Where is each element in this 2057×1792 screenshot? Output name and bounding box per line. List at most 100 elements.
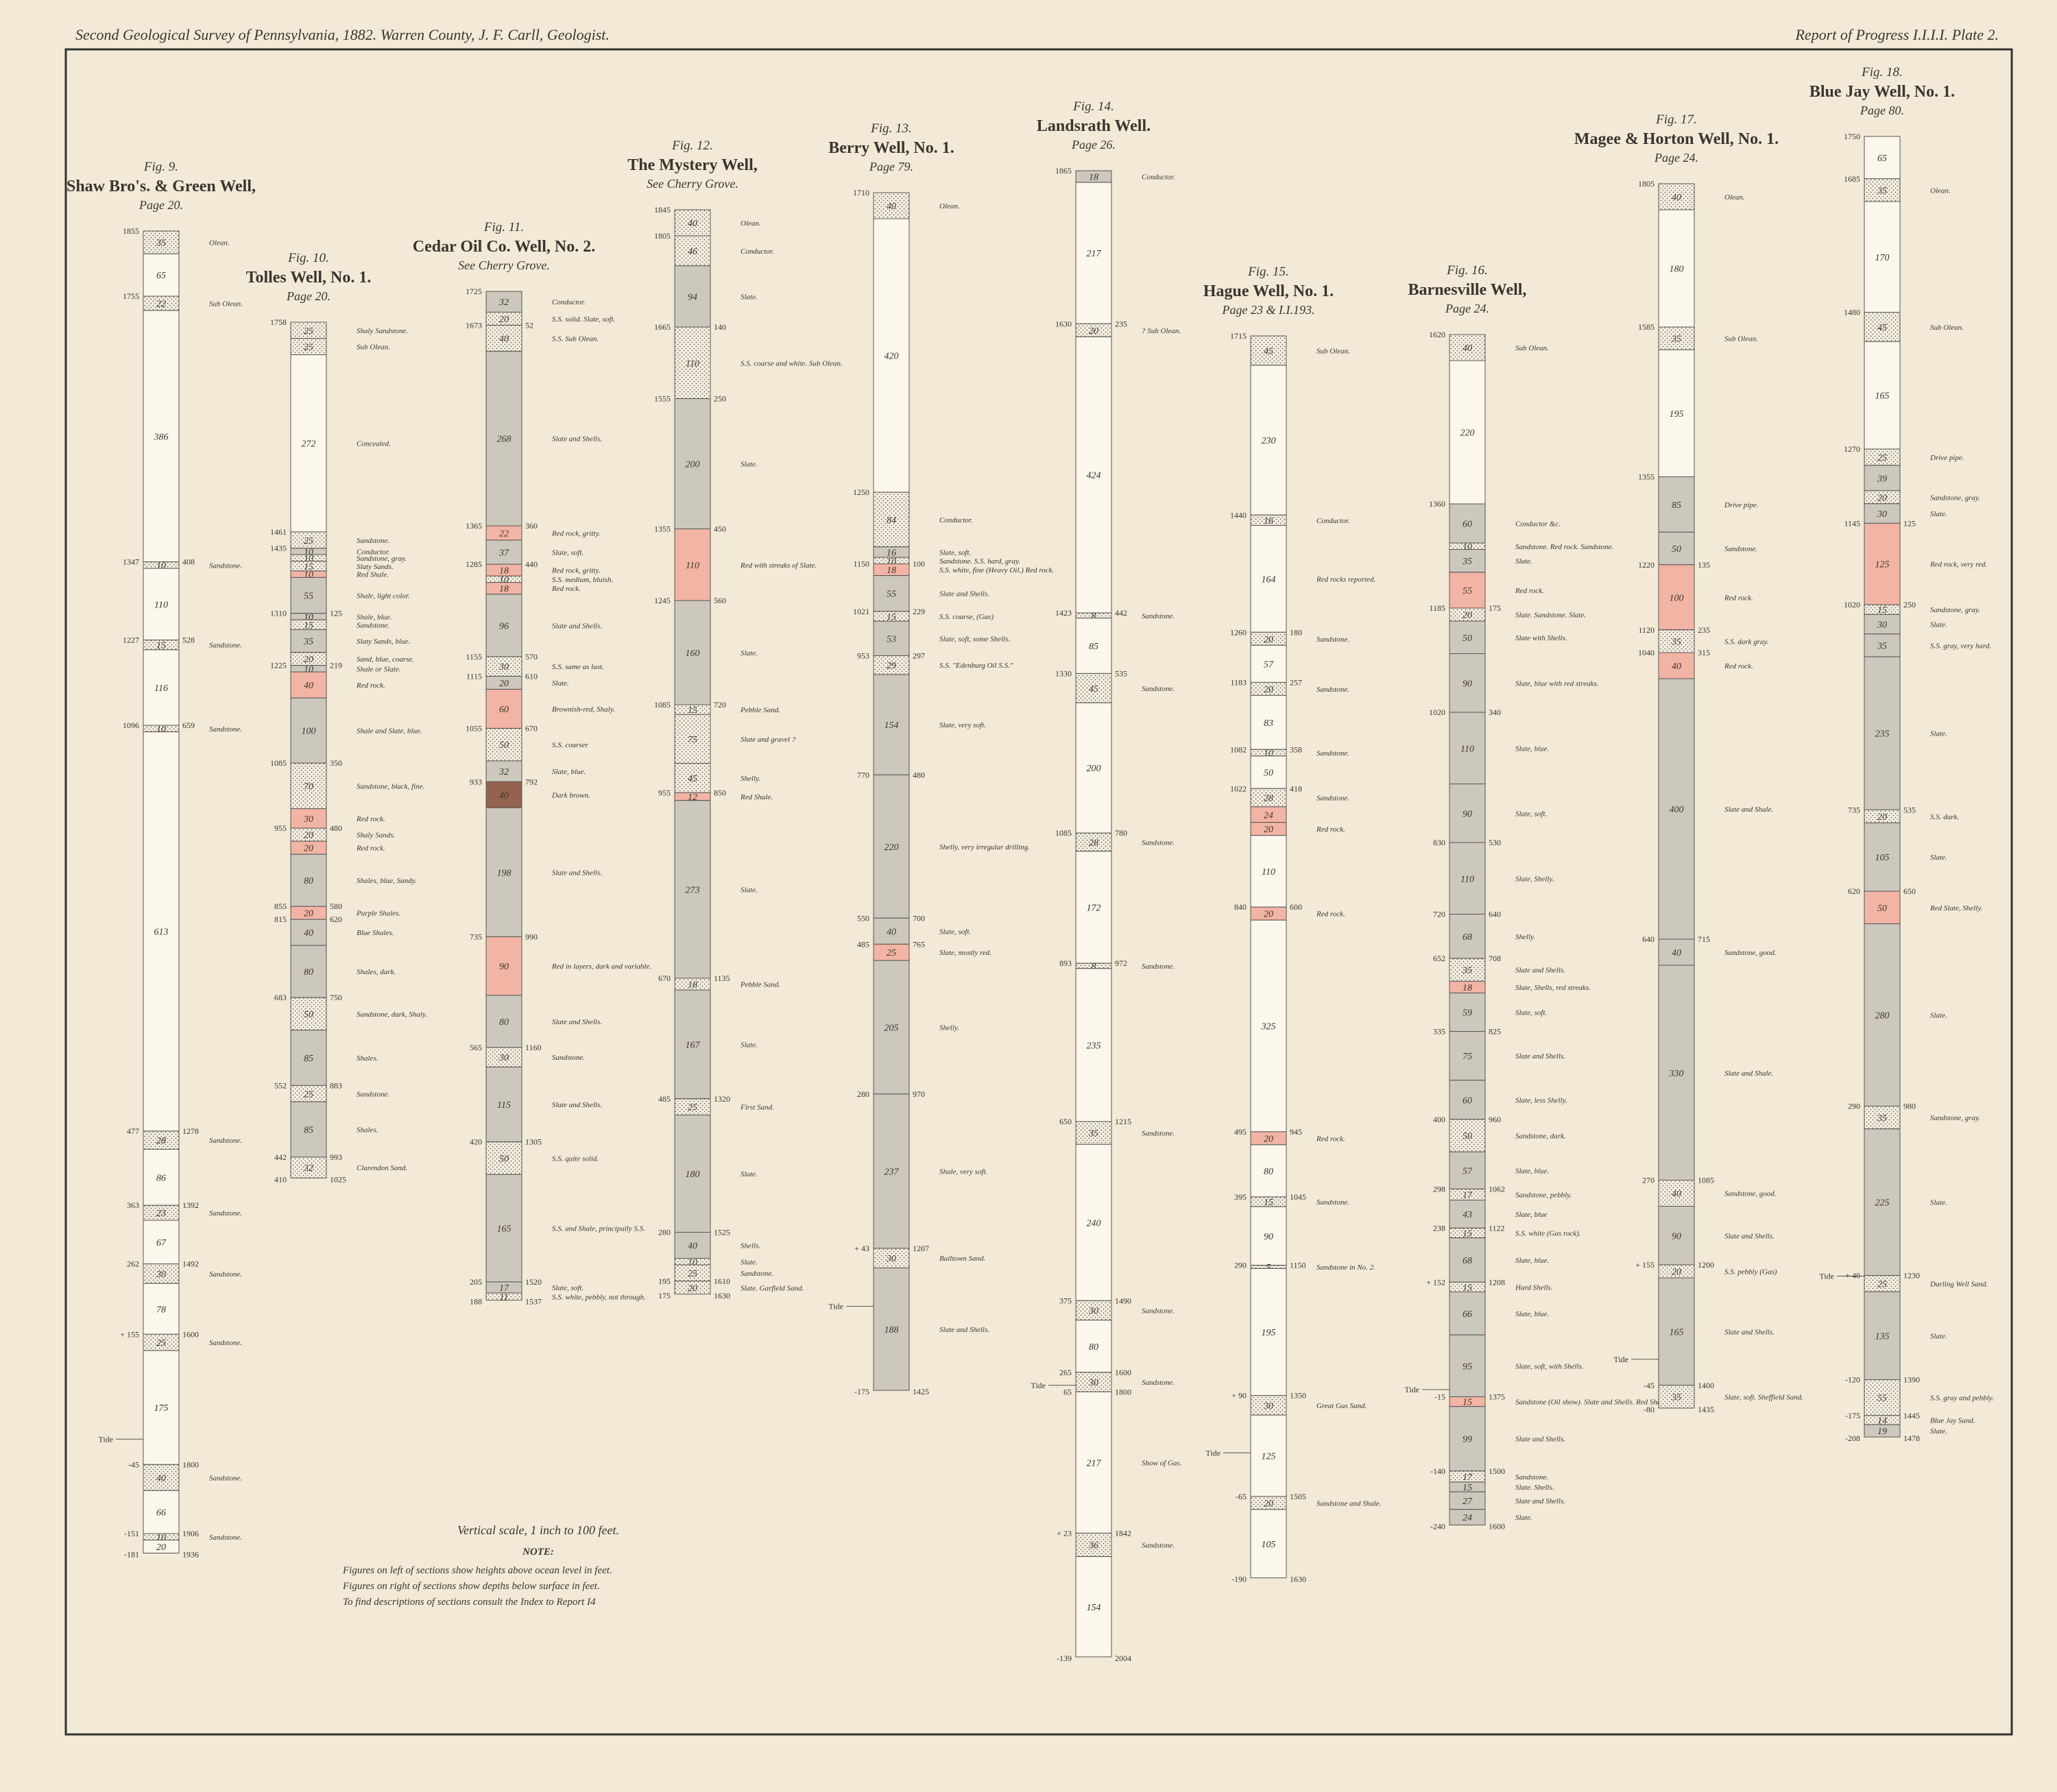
thickness: 30: [1088, 1307, 1098, 1317]
stratum: [1449, 842, 1486, 915]
thickness: 50: [1463, 633, 1472, 644]
depth: 1215: [1115, 1117, 1131, 1126]
stratum-description: Sandstone.: [1316, 749, 1349, 758]
thickness: 15: [688, 705, 697, 716]
thickness: 84: [887, 516, 896, 526]
bottom-elevation: -175: [854, 1387, 869, 1396]
depth: 720: [714, 700, 726, 710]
stratum-description: Slate.: [1930, 853, 1947, 862]
bottom-depth: 1936: [182, 1550, 199, 1560]
stratum-description: Slate.: [741, 293, 758, 301]
depth: 700: [913, 913, 925, 923]
elevation: 262: [127, 1259, 139, 1269]
depth: 140: [714, 322, 726, 332]
depth: 792: [525, 777, 538, 786]
stratum-description: Olean.: [209, 239, 230, 247]
elevation: + 155: [1635, 1260, 1655, 1270]
stratum-description: Slate.: [1930, 1199, 1947, 1207]
stratum-description: Sandstone, good.: [1724, 1190, 1776, 1198]
elevation: 735: [470, 932, 482, 941]
stratum-description: Sub Olean.: [357, 343, 390, 352]
thickness: 175: [154, 1403, 169, 1414]
thickness: 50: [1877, 904, 1887, 914]
thickness: 35: [1671, 335, 1681, 345]
stratum-description: Slate, soft.: [1515, 1008, 1547, 1017]
thickness: 20: [1264, 635, 1273, 645]
thickness: 40: [1672, 193, 1681, 203]
depth: 1230: [1903, 1271, 1920, 1281]
stratum-description: Sub Olean.: [1316, 347, 1350, 355]
stratum: [674, 1281, 711, 1295]
stratum-description: Slate and Shells.: [1724, 1232, 1775, 1240]
stratum: [1075, 1556, 1112, 1658]
stratum-description: Slate.: [1515, 1514, 1532, 1522]
stratum: [1658, 1180, 1695, 1207]
depth: 945: [1290, 1127, 1302, 1137]
stratum-description: Conductor.: [1316, 517, 1350, 525]
stratum-description: Dark brown.: [551, 791, 590, 799]
well-page: Page 23 & I.I.193.: [1222, 303, 1315, 317]
stratum: [873, 674, 910, 775]
stratum-description: Sandstone.: [209, 1474, 242, 1482]
stratum-description: Conductor.: [552, 298, 586, 306]
thickness: 105: [1875, 853, 1890, 863]
thickness: 154: [885, 721, 899, 731]
thickness: 272: [302, 439, 316, 450]
stratum-description: Slate, Shells, red streaks.: [1515, 984, 1591, 992]
elevation: 735: [1848, 805, 1860, 814]
bottom-elevation: -181: [124, 1550, 139, 1560]
stratum-description: Slate and gravel ?: [741, 736, 796, 744]
thickness: 99: [1463, 1435, 1472, 1445]
well-page: Page 24.: [1445, 302, 1489, 315]
stratum: [1449, 1491, 1486, 1510]
thickness: 46: [688, 247, 697, 257]
depth: 1208: [1489, 1277, 1505, 1287]
stratum-description: S.S. coarse and white. Sub Olean.: [741, 359, 843, 367]
stratum: [674, 989, 711, 1100]
thickness: 43: [1463, 1210, 1472, 1220]
stratum: [1449, 1200, 1486, 1228]
elevation: 1347: [123, 557, 139, 567]
stratum: [1449, 334, 1486, 361]
figure-label: Fig. 10.: [287, 251, 329, 265]
stratum: [290, 697, 327, 764]
figure-label: Fig. 16.: [1446, 263, 1488, 278]
thickness: 36: [1088, 1541, 1098, 1551]
depth: 659: [182, 721, 195, 730]
thickness: 188: [885, 1325, 899, 1335]
thickness: 25: [1877, 453, 1887, 463]
stratum: [1075, 1320, 1112, 1373]
elevation: 375: [1059, 1296, 1072, 1305]
thickness: 20: [156, 1542, 166, 1553]
thickness: 40: [304, 928, 313, 939]
stratum: [1449, 1406, 1486, 1472]
stratum: [1864, 614, 1901, 635]
well-page: Page 79.: [869, 160, 913, 173]
well-title: Cedar Oil Co. Well, No. 2.: [413, 238, 595, 256]
elevation: 1480: [1844, 308, 1860, 317]
thickness: 18: [887, 566, 896, 576]
elevation: 1020: [1429, 707, 1445, 717]
elevation: 1805: [654, 231, 671, 241]
thickness: 15: [1463, 1398, 1472, 1408]
depth: 175: [1489, 603, 1501, 613]
depth: 450: [714, 524, 726, 534]
top-elevation: 1805: [1638, 179, 1655, 189]
stratum-description: Sandstone, black, fine.: [357, 782, 424, 790]
elevation: 1040: [1638, 648, 1655, 657]
elevation: 620: [1848, 886, 1860, 896]
thickness: 20: [1264, 910, 1273, 920]
stratum-description: Red rock.: [1316, 1135, 1345, 1143]
depth: 570: [525, 652, 538, 662]
thickness: 105: [1262, 1540, 1276, 1550]
stratum: [1075, 182, 1112, 324]
elevation: 1355: [654, 524, 671, 534]
thickness: 115: [497, 1100, 511, 1111]
bottom-depth: 1600: [1489, 1522, 1505, 1531]
depth: 972: [1115, 958, 1127, 968]
thickness: 83: [1264, 718, 1273, 729]
stratum: [873, 1267, 910, 1391]
thickness: 28: [156, 1136, 166, 1146]
stratum-description: Shale, very soft.: [939, 1167, 987, 1176]
stratum: [485, 1174, 522, 1283]
